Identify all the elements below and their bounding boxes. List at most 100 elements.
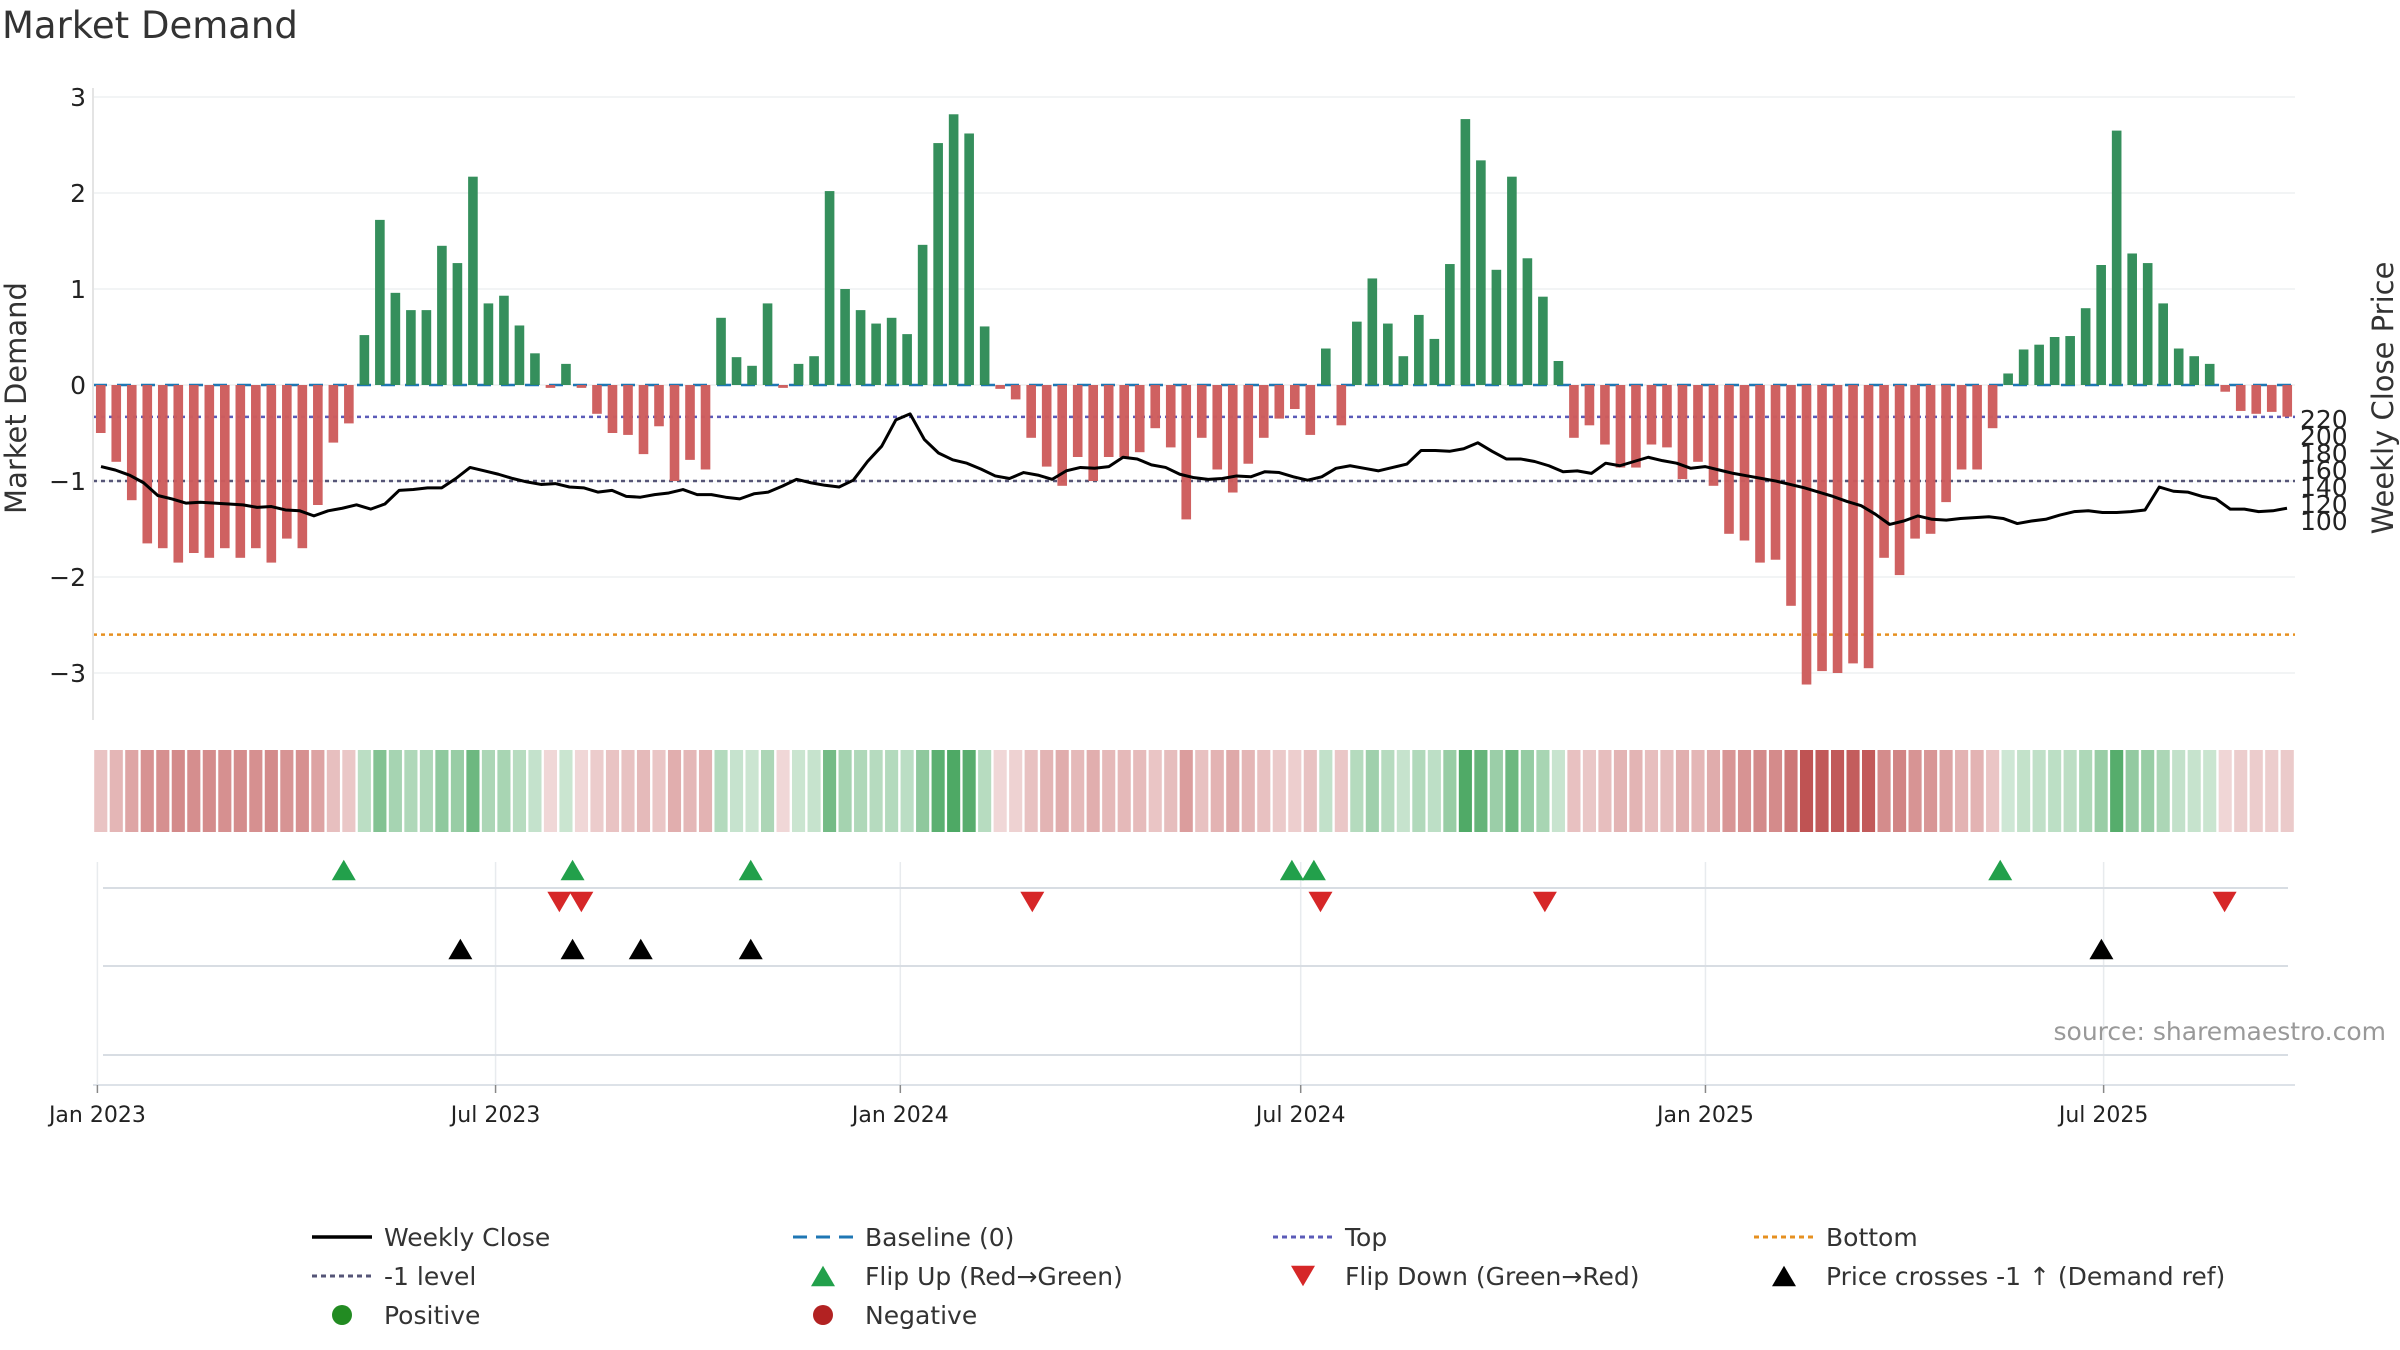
heat-cell xyxy=(1862,750,1876,832)
demand-bar xyxy=(1972,385,1982,470)
demand-bar xyxy=(1414,314,1424,385)
demand-bar xyxy=(1646,385,1657,445)
demand-bar xyxy=(1026,385,1036,438)
legend-item-minus-one: -1 level xyxy=(312,1262,476,1291)
demand-bar xyxy=(1181,385,1192,520)
demand-bar xyxy=(1987,385,1998,429)
heat-cell xyxy=(1893,750,1907,832)
heat-cell xyxy=(1117,750,1131,832)
demand-bar xyxy=(2158,303,2168,385)
legend-label: Bottom xyxy=(1826,1223,1918,1252)
demand-bar xyxy=(1615,385,1626,468)
heat-cell xyxy=(1691,750,1705,832)
heat-cell xyxy=(450,750,464,832)
demand-bar xyxy=(1693,385,1703,462)
y2-tick-label: 200 xyxy=(2300,422,2348,451)
demand-bar xyxy=(2204,363,2215,385)
demand-bar xyxy=(142,385,153,544)
demand-bar xyxy=(638,385,649,455)
heat-cell xyxy=(574,750,589,832)
heat-cell xyxy=(295,750,309,832)
flip-down-marker xyxy=(569,891,594,913)
legend: Weekly Close Baseline (0) Top Bottom -1 leve… xyxy=(312,1223,2225,1330)
demand-bar xyxy=(328,385,339,443)
demand-bar xyxy=(2189,356,2200,385)
x-tick-label: Jul 2023 xyxy=(449,1103,541,1128)
demand-bar xyxy=(1631,385,1641,468)
heat-cell xyxy=(1241,750,1255,832)
legend-label: Positive xyxy=(384,1301,480,1330)
demand-bar xyxy=(282,385,292,539)
demand-bar xyxy=(126,385,137,501)
heat-cell xyxy=(962,750,976,832)
heat-cell xyxy=(1086,750,1100,832)
y2-axis-title: Weekly Close Price xyxy=(2366,262,2400,535)
flip-up-marker xyxy=(1988,859,2013,881)
demand-bar xyxy=(2080,308,2091,385)
heat-cell xyxy=(2249,750,2263,832)
demand-bar xyxy=(1724,385,1734,534)
heat-cell xyxy=(1257,750,1271,832)
heat-cell xyxy=(869,750,883,832)
heat-cell xyxy=(2125,750,2139,832)
heat-cell xyxy=(792,750,806,832)
heat-cell xyxy=(900,750,914,832)
heat-cell xyxy=(729,750,744,832)
heat-cell xyxy=(218,750,232,832)
heat-cell xyxy=(187,750,201,832)
demand-bar xyxy=(1522,258,1533,385)
demand-bar xyxy=(1476,160,1486,385)
heat-cell xyxy=(854,750,868,832)
demand-bar xyxy=(468,176,478,385)
heat-cell xyxy=(1226,750,1240,832)
legend-swatch xyxy=(332,1305,352,1325)
demand-bar xyxy=(157,385,168,549)
heat-cell xyxy=(2110,750,2124,832)
demand-bar xyxy=(359,335,370,385)
price-cross-marker xyxy=(448,938,473,960)
demand-bar xyxy=(1103,385,1114,457)
heat-cell xyxy=(838,750,852,832)
heat-cell xyxy=(1443,750,1457,832)
y-tick-label: −3 xyxy=(49,659,86,688)
heat-cell xyxy=(357,750,371,832)
demand-bar xyxy=(1832,385,1843,673)
demand-bar xyxy=(809,356,819,385)
heat-cell xyxy=(636,750,651,832)
legend-item-flip-up: Flip Up (Red→Green) xyxy=(811,1262,1123,1291)
demand-bar xyxy=(2235,385,2246,411)
flip-down-marker xyxy=(2212,891,2237,913)
demand-bar xyxy=(1739,385,1750,541)
demand-bar xyxy=(1243,385,1254,464)
heat-cell xyxy=(931,750,945,832)
demand-bar xyxy=(576,385,587,388)
demand-bar xyxy=(1383,323,1393,385)
demand-bar xyxy=(313,385,323,505)
demand-bar xyxy=(1584,385,1595,426)
heat-cell xyxy=(2094,750,2108,832)
heat-cell xyxy=(1381,750,1395,832)
legend-item-top: Top xyxy=(1273,1223,1387,1252)
demand-bar xyxy=(1367,278,1378,385)
y2-tick-label: 180 xyxy=(2300,439,2348,468)
demand-bar xyxy=(654,385,664,427)
legend-label: Baseline (0) xyxy=(865,1223,1014,1252)
heat-cell xyxy=(202,750,216,832)
heat-cell xyxy=(1660,750,1674,832)
demand-bar xyxy=(1119,385,1130,457)
flip-up-marker xyxy=(1301,859,1326,881)
demand-bar xyxy=(1445,264,1455,385)
demand-bar xyxy=(1662,385,1672,448)
demand-bar xyxy=(824,191,835,385)
heat-cell xyxy=(481,750,495,832)
heat-cell xyxy=(2172,750,2186,832)
demand-bar xyxy=(716,317,726,385)
y2-tick-label: 220 xyxy=(2300,405,2348,434)
x-tick-label: Jul 2024 xyxy=(1254,1103,1346,1128)
heat-cell xyxy=(1551,750,1565,832)
demand-bar xyxy=(871,323,881,385)
demand-bar xyxy=(1289,385,1300,409)
demand-bar xyxy=(592,385,602,414)
demand-bar xyxy=(669,385,680,481)
demand-bar xyxy=(1755,385,1765,563)
